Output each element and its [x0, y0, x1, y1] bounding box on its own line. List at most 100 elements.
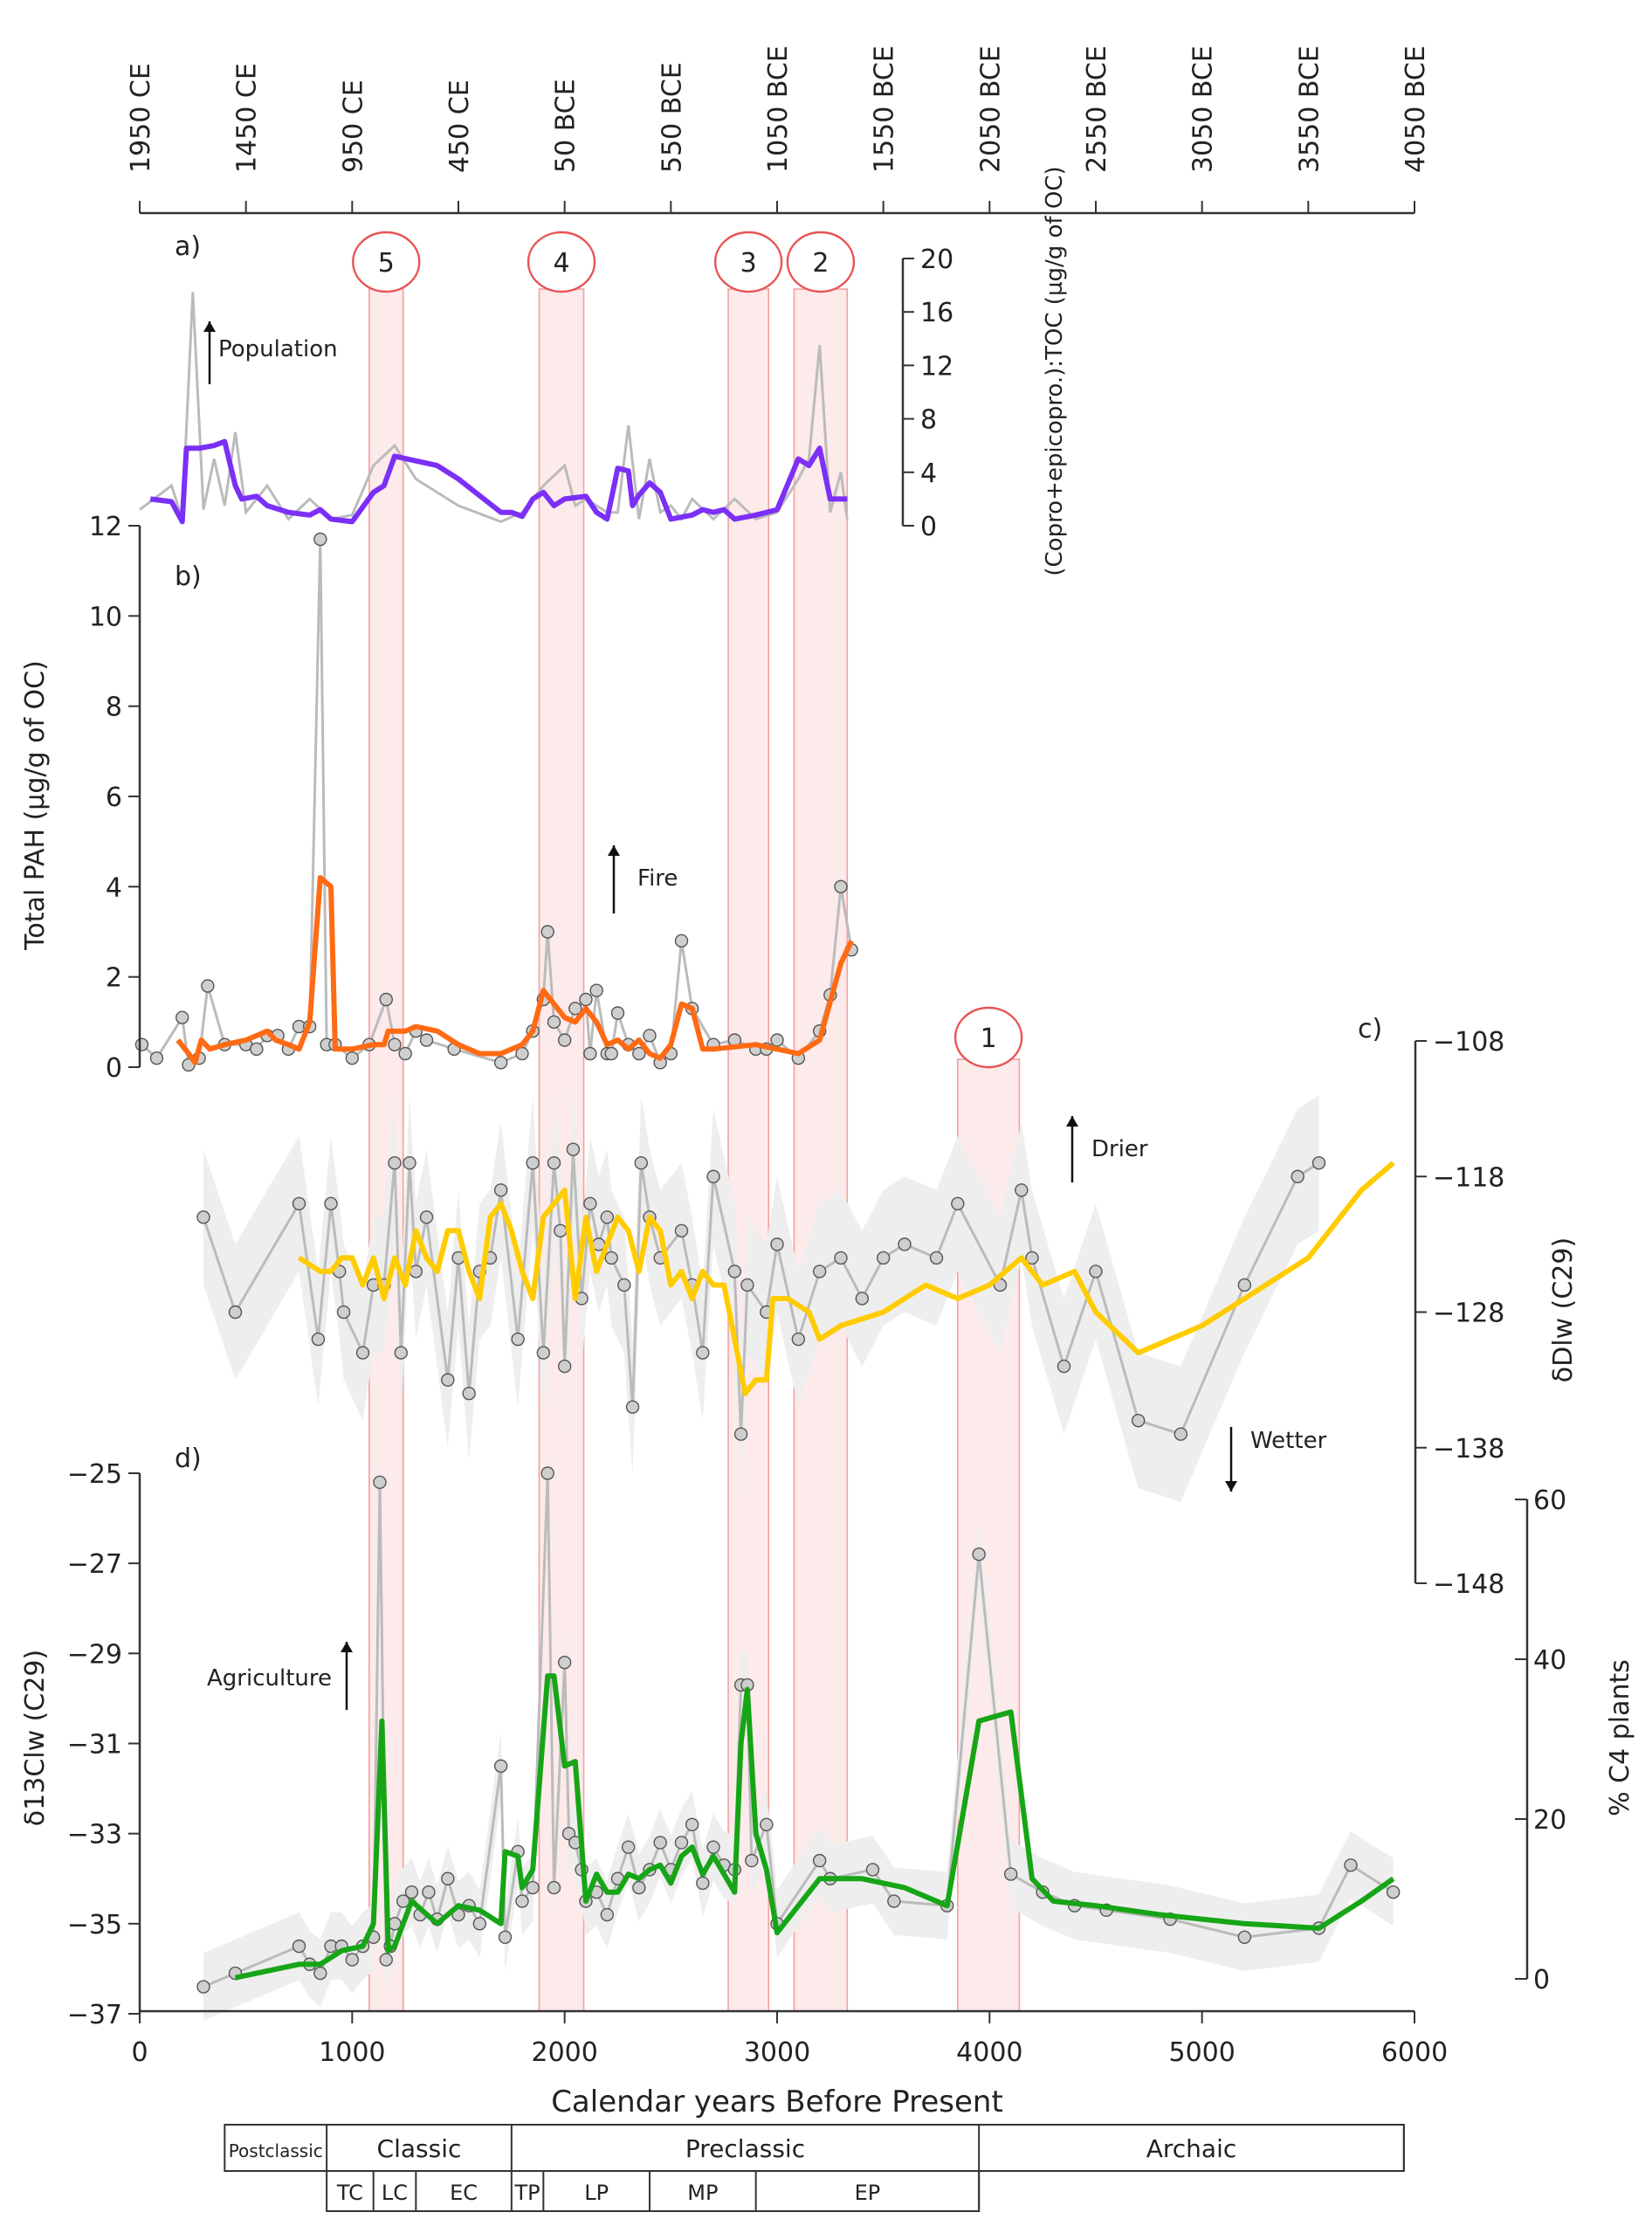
data-point — [898, 1237, 912, 1251]
y-tick-label: 6 — [106, 782, 122, 813]
y-axis-panel-c: −148 −138 −128 −118 −108 — [1414, 1027, 1504, 1600]
y-tick-label: −128 — [1433, 1299, 1504, 1329]
fire-label: Fire — [637, 865, 678, 892]
data-point — [441, 1373, 455, 1387]
y-tick-label: 4 — [106, 872, 122, 903]
y-tick-label: 8 — [920, 405, 937, 436]
data-point — [812, 1265, 827, 1278]
data-point — [1237, 1278, 1252, 1292]
y-tick-label: 20 — [920, 245, 953, 275]
data-point — [1057, 1359, 1071, 1374]
x-axis-label: Calendar years Before Present — [551, 2085, 1003, 2119]
y-tick-label: −148 — [1433, 1569, 1504, 1600]
event-label-2: 2 — [812, 248, 829, 279]
data-point — [972, 1547, 986, 1561]
data-point — [1344, 1858, 1358, 1872]
data-point — [313, 1966, 327, 1981]
y-tick-label: 60 — [1533, 1485, 1566, 1516]
raw-uncertainty-band — [203, 1439, 1394, 2021]
data-point — [493, 1759, 508, 1773]
data-point — [589, 983, 603, 997]
data-point — [526, 1880, 540, 1895]
smoothed-line — [234, 1673, 1395, 1981]
y-axis-panel-a: 0 4 8 12 16 20 — [901, 245, 953, 542]
data-point — [760, 1817, 774, 1832]
data-point — [1174, 1427, 1188, 1441]
top-tick-label: 1950 CE — [126, 63, 156, 173]
data-point — [865, 1863, 880, 1877]
y-tick-label: −37 — [67, 2000, 122, 2030]
data-point — [561, 1826, 576, 1841]
y-tick-label: 2 — [106, 963, 122, 994]
arrow-head — [1066, 1116, 1078, 1127]
data-point — [770, 1033, 784, 1047]
data-point — [653, 1836, 667, 1850]
data-point — [604, 1251, 618, 1265]
data-point — [621, 1840, 636, 1854]
panel-label-d: d) — [175, 1444, 202, 1474]
data-point — [394, 1346, 408, 1360]
data-point — [696, 1346, 710, 1360]
raw-line — [139, 292, 849, 524]
smoothed-line — [149, 438, 848, 525]
event-circle-2 — [786, 231, 856, 293]
y-tick-label: −118 — [1433, 1162, 1504, 1193]
data-point — [250, 1042, 264, 1057]
data-point — [727, 1265, 742, 1278]
event-label-5: 5 — [378, 248, 395, 279]
y-tick-label: 12 — [920, 351, 953, 382]
y-tick-label: −29 — [67, 1639, 122, 1670]
data-point — [1311, 1156, 1326, 1170]
top-tick-label: 2050 BCE — [975, 45, 1006, 173]
data-point — [674, 1223, 689, 1238]
y-tick-label: 20 — [1533, 1805, 1566, 1836]
data-point — [929, 1251, 944, 1265]
data-point — [422, 1885, 436, 1899]
data-point — [547, 1156, 561, 1170]
top-tick-label: 3550 BCE — [1294, 45, 1325, 173]
data-point — [568, 1002, 582, 1016]
wetter-label: Wetter — [1250, 1428, 1327, 1454]
period-row-bottom — [326, 2170, 981, 2212]
subperiod-label: TC — [336, 2181, 363, 2205]
data-point — [540, 1466, 554, 1480]
bottom-tick-label: 0 — [131, 2037, 148, 2068]
event-circle-3 — [713, 231, 783, 293]
top-tick-label: 50 BCE — [551, 79, 582, 173]
fire-annotation: Fire — [637, 865, 678, 892]
subperiod-label: MP — [687, 2181, 718, 2205]
data-point — [526, 1156, 540, 1170]
wetter-annotation: Wetter — [1250, 1428, 1327, 1454]
data-point — [579, 992, 593, 1007]
series-panel-c — [196, 1081, 1395, 1502]
population-annotation: Population — [218, 336, 338, 362]
event-band-2 — [793, 288, 849, 2012]
data-point — [674, 934, 689, 948]
top-tick-label: 950 CE — [338, 79, 368, 173]
top-tick-label: 4050 BCE — [1401, 45, 1431, 173]
data-point — [740, 1278, 754, 1292]
data-point — [345, 1953, 360, 1967]
top-tick-label: 1050 BCE — [763, 45, 794, 173]
data-point — [887, 1894, 901, 1908]
data-point — [379, 1953, 393, 1967]
y-tick-label: 0 — [1533, 1965, 1550, 1995]
data-point — [228, 1305, 243, 1320]
series-panel-a — [139, 292, 849, 525]
data-point — [175, 1010, 189, 1024]
data-point — [770, 1237, 784, 1251]
data-point — [604, 1046, 618, 1061]
top-tick-label: 1450 CE — [232, 63, 263, 173]
data-point — [876, 1251, 891, 1265]
arrow-head — [203, 321, 216, 332]
data-point — [498, 1930, 513, 1945]
bottom-tick-label: 5000 — [1168, 2037, 1235, 2068]
y-axes: 048121620024681012−148−138−128−118−108−3… — [20, 166, 1635, 2030]
panel-label-b: b) — [175, 562, 202, 592]
event-band-5 — [368, 288, 404, 2012]
data-point — [292, 1196, 306, 1211]
data-point — [557, 1033, 572, 1047]
y-axis-label-c: δDlw (C29) — [1548, 1237, 1579, 1382]
period-label: Postclassic — [229, 2140, 323, 2161]
